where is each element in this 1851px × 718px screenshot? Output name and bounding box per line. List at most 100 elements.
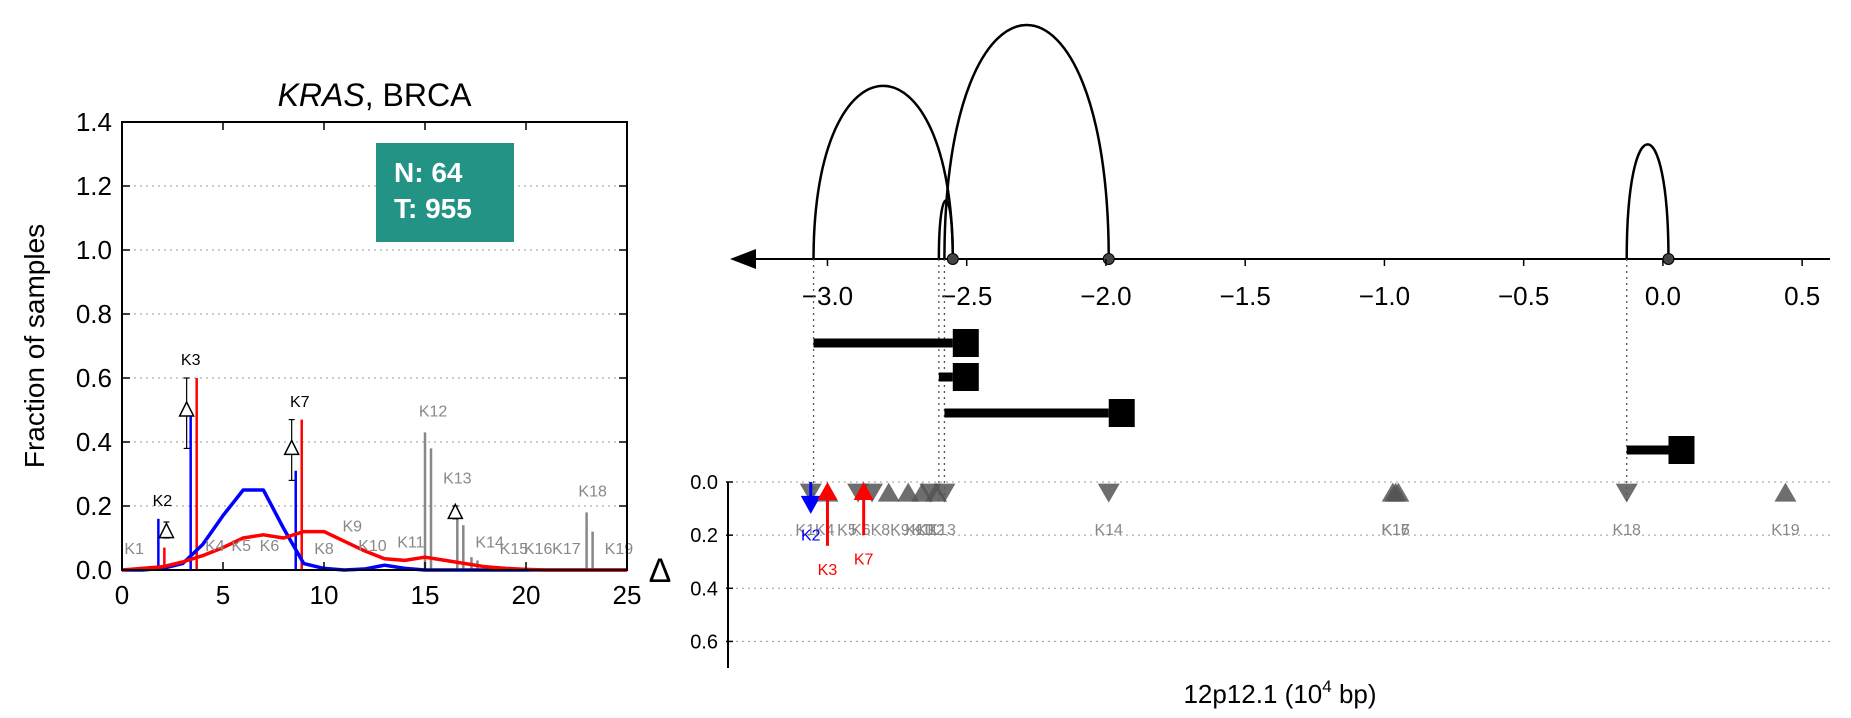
arc-node [1662, 253, 1675, 265]
delta-marker [178, 400, 195, 417]
delta-marker [158, 521, 175, 539]
peak-label: K13 [443, 471, 472, 488]
arc-node [1102, 253, 1115, 265]
peak-label: K14 [475, 535, 504, 552]
title-rest: , BRCA [365, 77, 472, 113]
marker-label: K11 [911, 522, 938, 539]
x-axis-label-exp: 4 [1322, 677, 1331, 696]
delta-marker [447, 502, 464, 520]
peak-label: K7 [290, 394, 310, 411]
peak-label: K18 [578, 483, 607, 500]
y-tick-label: 0.8 [76, 299, 112, 329]
up-triangle-marker [1387, 482, 1410, 502]
marker-label: K4 [815, 522, 835, 539]
marker-label: K8 [871, 522, 891, 539]
y-tick-label: 1.4 [76, 107, 112, 137]
peak-label: K19 [605, 541, 634, 558]
y-axis-label: Δ [649, 552, 672, 590]
highlight-arrow-head [853, 482, 874, 500]
highlight-arrow-head [800, 495, 821, 514]
y-tick-label: 0.0 [76, 555, 112, 585]
down-triangle-marker [1615, 483, 1638, 503]
genomic-coordinate-chart: −3.0 −2.5 −2.0 −1.5 −1.0 −0.5 0.0 0.5 0.0 0.2 0.4 0… [649, 24, 1830, 709]
x-tick-label: −1.5 [1220, 281, 1271, 311]
x-tick-label: −2.0 [1080, 281, 1131, 311]
highlight-arrow-label: K7 [854, 551, 874, 568]
peak-label: K15 [500, 541, 529, 558]
marker-label: K15 [1381, 522, 1410, 539]
peak-label: K10 [358, 538, 387, 555]
marker-label: K14 [1094, 522, 1123, 539]
x-axis-label: 12p12.1 (104 bp) [1183, 677, 1376, 709]
x-axis-label-base: 12p12.1 (10 [1183, 679, 1322, 709]
y-tick-label: 0.2 [690, 525, 718, 547]
peak-label: K4 [205, 538, 225, 555]
peak-label: K12 [419, 403, 448, 420]
x-tick-label: −2.5 [941, 281, 992, 311]
splice-arc [1625, 143, 1670, 260]
x-axis-label-tail: bp) [1332, 679, 1377, 709]
x-tick-label: 15 [411, 580, 440, 610]
title-gene: KRAS [278, 77, 365, 113]
peak-label: K8 [314, 541, 334, 558]
peak-label: K5 [231, 538, 251, 555]
marker-label: K17 [1381, 522, 1410, 539]
marker-label: K19 [1771, 522, 1800, 539]
splice-arc [812, 84, 955, 260]
marker-label: K16 [1381, 522, 1410, 539]
y-tick-label: 1.2 [76, 171, 112, 201]
delta-marker [283, 438, 300, 456]
x-tick-label: 0 [115, 580, 129, 610]
x-tick-label: −0.5 [1498, 281, 1549, 311]
splice-arc [943, 24, 1110, 260]
strand-arrow-icon [730, 249, 756, 269]
marker-label: K10 [905, 522, 934, 539]
y-tick-label: 0.4 [690, 578, 718, 600]
transcript-exon-block [952, 329, 979, 357]
normal-count: N: 64 [394, 157, 463, 188]
peak-label: K11 [397, 535, 424, 552]
y-axis-label: Fraction of samples [19, 224, 50, 468]
transcript-exon-block [1668, 436, 1695, 464]
peak-label: K1 [124, 541, 144, 558]
tumor-count: T: 955 [394, 193, 472, 224]
marker-label: K9 [890, 522, 910, 539]
peak-label: K3 [181, 352, 201, 369]
y-tick-label: 0.4 [76, 427, 112, 457]
y-tick-label: 0.6 [76, 363, 112, 393]
up-triangle-marker [877, 482, 900, 502]
transcript-exon-block [952, 363, 979, 391]
x-tick-label: 0.0 [1645, 281, 1681, 311]
peak-label: K16 [524, 541, 553, 558]
marker-label: K18 [1612, 522, 1641, 539]
up-triangle-marker [897, 482, 920, 502]
highlight-arrow-label: K3 [818, 562, 838, 579]
splice-arc [937, 199, 955, 260]
transcript-exon-block [1108, 399, 1135, 427]
marker-label: K12 [916, 522, 945, 539]
x-tick-label: 10 [310, 580, 339, 610]
x-tick-label: 20 [512, 580, 541, 610]
down-triangle-marker [933, 483, 956, 503]
y-tick-label: 0.6 [690, 631, 718, 653]
x-tick-label: 0.5 [1784, 281, 1820, 311]
x-tick-label: −3.0 [802, 281, 853, 311]
highlight-arrow-label: K2 [801, 527, 821, 544]
up-triangle-marker [1774, 482, 1797, 502]
y-tick-label: 0.0 [690, 472, 718, 494]
peak-label: K6 [260, 538, 280, 555]
x-tick-label: −1.0 [1359, 281, 1410, 311]
arc-node [946, 253, 959, 265]
y-tick-label: 0.2 [76, 491, 112, 521]
marker-label: K1 [795, 522, 815, 539]
sample-count-box [376, 143, 514, 242]
peak-label: K2 [153, 493, 173, 510]
peak-label: K9 [342, 519, 362, 536]
x-tick-label: 5 [216, 580, 230, 610]
marker-label: K5 [837, 522, 857, 539]
marker-label: K6 [851, 522, 871, 539]
y-tick-label: 1.0 [76, 235, 112, 265]
marker-label: K13 [927, 522, 956, 539]
